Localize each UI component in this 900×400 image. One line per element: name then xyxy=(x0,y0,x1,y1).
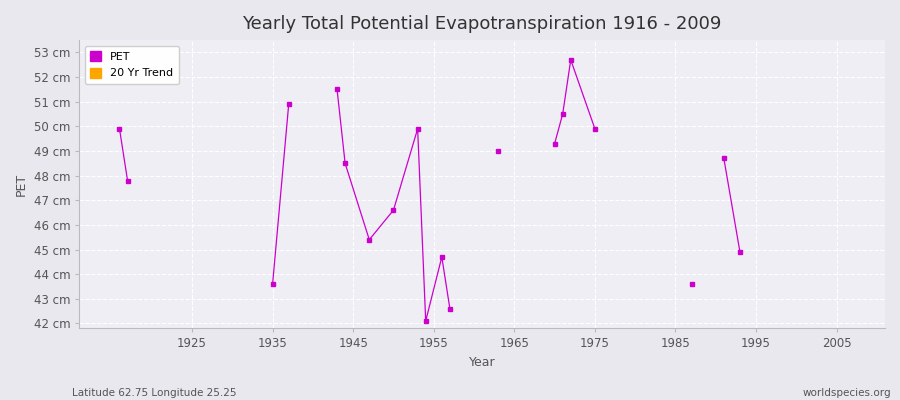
Text: Latitude 62.75 Longitude 25.25: Latitude 62.75 Longitude 25.25 xyxy=(72,388,237,398)
Legend: PET, 20 Yr Trend: PET, 20 Yr Trend xyxy=(85,46,179,84)
Y-axis label: PET: PET xyxy=(15,173,28,196)
X-axis label: Year: Year xyxy=(469,356,495,369)
Title: Yearly Total Potential Evapotranspiration 1916 - 2009: Yearly Total Potential Evapotranspiratio… xyxy=(242,15,722,33)
Text: worldspecies.org: worldspecies.org xyxy=(803,388,891,398)
